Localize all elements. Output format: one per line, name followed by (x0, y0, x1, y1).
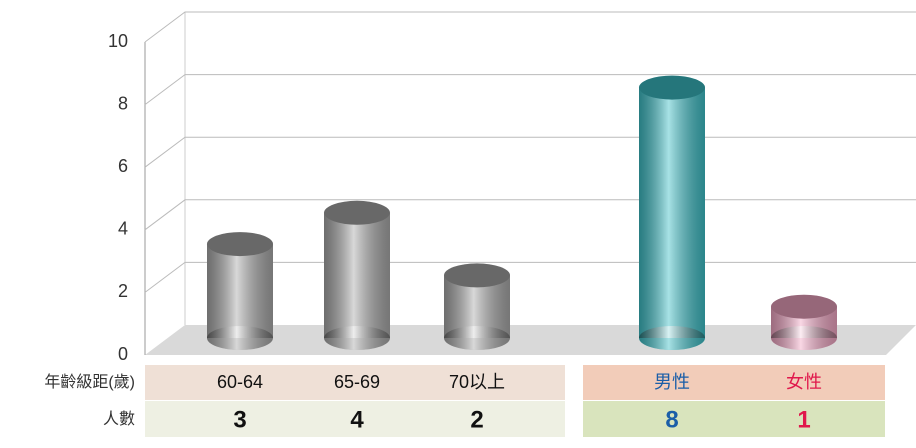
bar-top (324, 200, 390, 225)
bar-top (639, 75, 705, 100)
bar-bottom-shade (324, 326, 390, 350)
age-cell (145, 365, 565, 400)
value-label: 3 (233, 406, 246, 433)
value-label: 4 (350, 406, 364, 433)
grid-line (144, 11, 916, 43)
value-label: 1 (797, 406, 810, 433)
value-label: 2 (470, 406, 483, 433)
bar-shade (324, 212, 390, 338)
gender-cell (583, 365, 885, 400)
y-tick-label: 4 (118, 219, 128, 239)
y-tick-label: 2 (118, 281, 128, 301)
y-tick-label: 0 (118, 344, 128, 364)
category-label: 女性 (786, 372, 822, 392)
bar-top (771, 294, 837, 319)
category-label: 70以上 (449, 372, 505, 392)
bar-top-shade (324, 200, 390, 225)
y-tick-label: 8 (118, 93, 128, 113)
bar-top-shade (639, 75, 705, 100)
grid-line (144, 199, 916, 231)
grid-line (144, 74, 916, 105)
bar-top-shade (444, 263, 510, 288)
bar-bottom-shade (771, 326, 837, 350)
bar-top-shade (771, 294, 837, 319)
row-label: 人數 (103, 410, 135, 428)
y-tick-label: 6 (118, 156, 128, 176)
bar-shade (207, 244, 273, 338)
bar-bottom-shade (207, 326, 273, 350)
value-label: 8 (665, 406, 678, 433)
category-label: 男性 (654, 372, 690, 392)
bar-bottom-shade (444, 326, 510, 350)
bar-top (444, 263, 510, 288)
age-count-cell (145, 401, 565, 437)
category-label: 60-64 (217, 372, 263, 392)
row-label: 年齡級距(歲) (44, 373, 135, 391)
bar-bottom-shade (639, 326, 705, 350)
bar-top (207, 232, 273, 257)
y-tick-label: 10 (108, 31, 128, 51)
bar-top-shade (207, 232, 273, 257)
category-label: 65-69 (334, 372, 380, 392)
row-label-cell (0, 365, 145, 400)
bar-shade (639, 87, 705, 338)
grid-line (144, 136, 916, 168)
gender-count-cell (583, 401, 885, 437)
